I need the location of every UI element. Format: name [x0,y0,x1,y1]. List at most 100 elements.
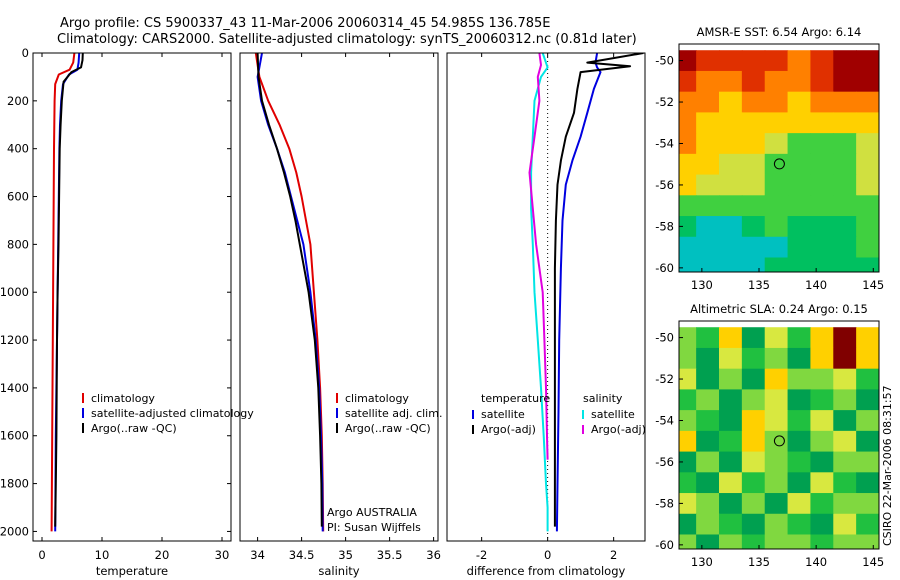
plot-area [254,53,325,532]
heatmap-cell [856,133,879,155]
heatmap-cell [696,389,720,411]
heatmap-cell [741,50,766,72]
x-tick-label: 140 [805,278,827,292]
heatmap-cell [679,347,697,370]
heatmap-cell [856,513,879,536]
heatmap-cell [810,451,834,473]
y-tick-label: 1200 [0,333,29,347]
heatmap-cell [679,257,697,272]
heatmap-cell [696,195,720,217]
heatmap-cell [741,430,766,453]
y-tick-label: -52 [655,372,674,386]
heatmap-cell [764,347,789,370]
heatmap-cell [764,410,789,432]
plot-area [50,53,84,532]
heatmap-cell [833,216,857,238]
heatmap-cell [696,410,720,432]
x-tick-label: 2 [610,548,617,562]
y-tick-label: 600 [7,190,29,204]
heatmap-cell [856,70,879,93]
heatmap-cell [787,133,812,155]
x-tick-label: 20 [155,548,170,562]
sst-map-panel: 130 135 140 145 -50 -52 -54 -56 -58 -60 AMSR-E SST… [655,25,884,292]
heatmap-cell [810,112,834,134]
x-tick-label: 130 [691,555,713,569]
heatmap-cell [741,451,766,473]
heatmap-cell [679,50,697,72]
heatmap-cell [856,389,879,411]
heatmap-cell [741,513,766,536]
x-tick-label: 145 [862,555,884,569]
heatmap-cell [696,451,720,473]
heatmap-cell [719,347,743,370]
heatmap-cell [764,257,789,272]
heatmap-cell [787,493,812,515]
heatmap-cell [764,70,789,93]
heatmap-cell [810,368,834,390]
heatmap-cell [856,472,879,494]
heatmap-cell [810,534,834,549]
heatmap-cell [833,70,857,93]
map-title: AMSR-E SST: 6.54 Argo: 6.14 [697,25,862,39]
heatmap-cell [741,70,766,93]
heatmap-cell [679,368,697,390]
plot-frame [32,52,232,542]
heatmap-cell [810,153,834,176]
y-tick-label: -60 [655,261,674,275]
x-tick-label: 36 [426,548,441,562]
y-tick-label: 800 [7,237,29,251]
heatmap-cell [856,451,879,473]
heatmap-cell [764,91,789,113]
heatmap-cell [764,534,789,549]
heatmap-cell [810,493,834,515]
series-line-temperature-satellite [555,53,602,532]
heatmap-cell [856,50,879,72]
heatmap-cell [696,368,720,390]
heatmap-cell [833,257,857,272]
y-tick-label: -50 [655,54,674,68]
map-title: Altimetric SLA: 0.24 Argo: 0.15 [690,302,868,316]
salinity-panel: 34 34.5 35 35.5 36 salinity climatology satelli… [239,52,442,578]
heatmap-cell [787,513,812,536]
heatmap-cell [833,534,857,549]
heatmap-cell [833,153,857,176]
x-tick-label: 145 [862,278,884,292]
figure-title-line2: Climatology: CARS2000. Satellite-adjuste… [57,32,637,47]
heatmap-cell [764,493,789,515]
heatmap-cell [679,133,697,155]
heatmap-cell [833,451,857,473]
heatmap-cell [679,195,697,217]
heatmap-cell [741,153,766,176]
heatmap-cell [719,513,743,536]
x-tick-label: 130 [691,278,713,292]
legend-entry: satellite [481,408,525,421]
heatmap-cell [856,112,879,134]
heatmap-cell [856,368,879,390]
plot-frame [446,52,646,542]
series-line-argo-raw-qc- [54,53,84,527]
heatmap-cell [810,410,834,432]
heatmap-cell [764,451,789,473]
heatmap-cell [679,472,697,494]
series-line-temperature-argo-adj- [553,53,644,527]
heatmap-cell [741,195,766,217]
plot-area [528,53,644,541]
x-tick-label: -2 [476,548,487,562]
heatmap-cell [787,347,812,370]
heatmap-cell [679,112,697,134]
heatmap-cell [833,472,857,494]
heatmap-cell [719,327,743,349]
y-tick-label: -54 [655,413,674,427]
heatmap-cell [741,91,766,113]
heatmap-cell [810,347,834,370]
temperature-panel: 0 10 20 30 0 200 400 600 800 1000 1200 1400 1600 1800… [0,46,254,578]
heatmap-cell [833,50,857,72]
heatmap-cell [833,368,857,390]
heatmap-cell [719,174,743,196]
y-tick-label: -58 [655,219,674,233]
y-tick-label: -50 [655,331,674,345]
series-line-climatology [50,53,76,532]
heatmap-cell [696,216,720,238]
difference-panel: -2 0 2 difference from climatology temperatu… [446,52,646,578]
heatmap-cell [741,410,766,432]
